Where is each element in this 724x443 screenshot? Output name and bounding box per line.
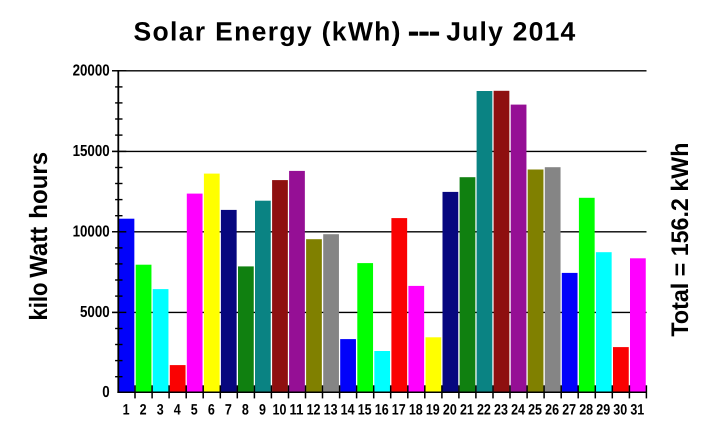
svg-text:5: 5 — [191, 402, 198, 419]
svg-text:11: 11 — [290, 402, 304, 419]
svg-text:16: 16 — [375, 402, 389, 419]
svg-text:28: 28 — [579, 402, 593, 419]
svg-text:20000: 20000 — [73, 63, 110, 80]
svg-text:18: 18 — [409, 402, 423, 419]
svg-text:13: 13 — [324, 402, 338, 419]
svg-text:31: 31 — [630, 402, 644, 419]
svg-text:Solar Energy (kWh): Solar Energy (kWh) — [134, 17, 401, 47]
svg-text:21: 21 — [460, 402, 474, 419]
svg-text:12: 12 — [307, 402, 321, 419]
svg-text:5000: 5000 — [80, 304, 110, 321]
svg-text:14: 14 — [341, 402, 355, 419]
svg-text:9: 9 — [259, 402, 266, 419]
svg-text:29: 29 — [596, 402, 610, 419]
svg-text:3: 3 — [157, 402, 164, 419]
svg-text:Watt: Watt — [25, 226, 53, 278]
svg-text:10: 10 — [273, 402, 287, 419]
svg-text:17: 17 — [392, 402, 406, 419]
svg-text:15000: 15000 — [73, 143, 110, 160]
svg-text:hours: hours — [25, 152, 53, 219]
svg-text:15: 15 — [358, 402, 372, 419]
svg-text:30: 30 — [613, 402, 627, 419]
svg-text:0: 0 — [102, 384, 109, 401]
svg-text:24: 24 — [511, 402, 525, 419]
svg-text:26: 26 — [545, 402, 559, 419]
svg-text:4: 4 — [174, 402, 181, 419]
svg-text:1: 1 — [123, 402, 130, 419]
svg-text:10000: 10000 — [73, 224, 110, 241]
svg-text:23: 23 — [494, 402, 508, 419]
svg-text:25: 25 — [528, 402, 542, 419]
svg-text:2: 2 — [140, 402, 147, 419]
svg-text:20: 20 — [443, 402, 457, 419]
svg-text:27: 27 — [562, 402, 576, 419]
svg-text:7: 7 — [225, 402, 232, 419]
svg-text:July 2014: July 2014 — [446, 17, 575, 47]
svg-text:kilo: kilo — [25, 283, 53, 321]
svg-text:Total = 156.2 kWh: Total = 156.2 kWh — [667, 143, 694, 337]
svg-text:22: 22 — [477, 402, 491, 419]
svg-text:19: 19 — [426, 402, 440, 419]
svg-text:6: 6 — [208, 402, 215, 419]
svg-text:8: 8 — [242, 402, 249, 419]
